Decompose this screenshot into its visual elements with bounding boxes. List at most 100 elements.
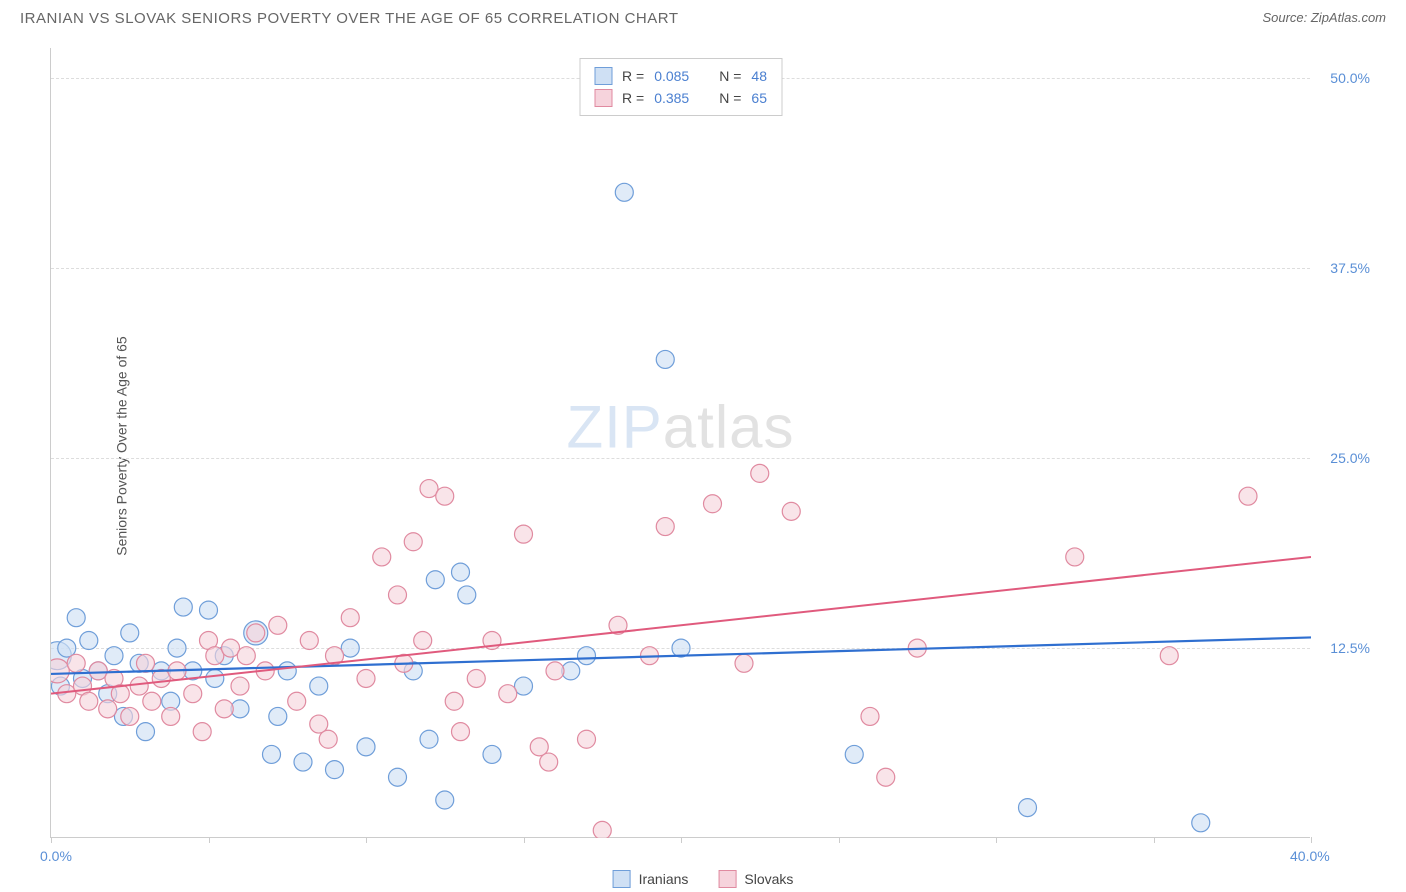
scatter-points-layer [51, 48, 1311, 838]
x-tick [366, 837, 367, 843]
watermark-zip: ZIP [566, 393, 662, 460]
slovaks-point [1160, 647, 1178, 665]
iranians-point [389, 768, 407, 786]
slovaks-point [67, 654, 85, 672]
slovaks-point [215, 700, 233, 718]
slovaks-point [130, 677, 148, 695]
iranians-point [483, 745, 501, 763]
gridline [51, 648, 1310, 649]
chart-header: IRANIAN VS SLOVAK SENIORS POVERTY OVER T… [0, 0, 1406, 33]
iranians-point [278, 662, 296, 680]
swatch-iranians-bottom [613, 870, 631, 888]
iranians-point [231, 700, 249, 718]
legend-item-slovaks: Slovaks [718, 870, 793, 888]
slovaks-point [735, 654, 753, 672]
x-tick [996, 837, 997, 843]
r-label: R = [622, 68, 644, 84]
watermark-atlas: atlas [663, 393, 795, 460]
x-axis-max-label: 40.0% [1290, 848, 1330, 864]
plot-area: ZIPatlas 12.5%25.0%37.5%50.0% R = 0.085 … [50, 48, 1310, 838]
r-value-iranians: 0.085 [654, 68, 689, 84]
slovaks-point [193, 723, 211, 741]
slovaks-point [152, 669, 170, 687]
iranians-point [137, 723, 155, 741]
slovaks-point [162, 707, 180, 725]
slovaks-point [467, 669, 485, 687]
iranians-point [426, 571, 444, 589]
iranians-point [436, 791, 454, 809]
iranians-point [845, 745, 863, 763]
slovaks-point [389, 586, 407, 604]
x-tick [1154, 837, 1155, 843]
iranians-point [67, 609, 85, 627]
iranians-point [184, 662, 202, 680]
iranians-point [51, 642, 71, 670]
iranians-point [114, 707, 132, 725]
iranians-point [615, 183, 633, 201]
slovaks-point [1066, 548, 1084, 566]
chart-source: Source: ZipAtlas.com [1262, 10, 1386, 25]
x-tick [681, 837, 682, 843]
legend-label-slovaks: Slovaks [744, 871, 793, 887]
iranians-point [206, 669, 224, 687]
slovaks-point [395, 654, 413, 672]
slovaks-point [373, 548, 391, 566]
x-tick [524, 837, 525, 843]
iranians-point [121, 624, 139, 642]
slovaks-point [414, 632, 432, 650]
legend-label-iranians: Iranians [639, 871, 689, 887]
r-value-slovaks: 0.385 [654, 90, 689, 106]
slovaks-point [540, 753, 558, 771]
legend-row-slovaks: R = 0.385 N = 65 [594, 87, 767, 109]
slovaks-point [121, 707, 139, 725]
gridline [51, 458, 1310, 459]
slovaks-point [578, 730, 596, 748]
slovaks-point [515, 525, 533, 543]
slovaks-point [269, 616, 287, 634]
slovaks-point [105, 669, 123, 687]
swatch-iranians [594, 67, 612, 85]
slovaks-point [206, 647, 224, 665]
series-legend: Iranians Slovaks [613, 870, 794, 888]
slovaks-point [99, 700, 117, 718]
iranians-point [326, 761, 344, 779]
slovaks-point [300, 632, 318, 650]
slovaks-point [168, 662, 186, 680]
gridline [51, 268, 1310, 269]
slovaks-point [546, 662, 564, 680]
iranians-point [74, 669, 92, 687]
slovaks-point [641, 647, 659, 665]
legend-item-iranians: Iranians [613, 870, 689, 888]
slovaks-point [530, 738, 548, 756]
iranians-point [515, 677, 533, 695]
x-axis-min-label: 0.0% [40, 848, 72, 864]
watermark: ZIPatlas [566, 392, 794, 461]
slovaks-point [452, 723, 470, 741]
slovaks-point [51, 659, 69, 683]
slovaks-point [74, 677, 92, 695]
slovaks-point [609, 616, 627, 634]
iranians-point [578, 647, 596, 665]
slovaks-point [751, 464, 769, 482]
iranians-point [310, 677, 328, 695]
slovaks-point [89, 662, 107, 680]
iranians-point [562, 662, 580, 680]
iranians-point [200, 601, 218, 619]
iranians-point [80, 632, 98, 650]
slovaks-point [143, 692, 161, 710]
iranians-point [294, 753, 312, 771]
iranians-point [244, 621, 268, 645]
x-tick [51, 837, 52, 843]
iranians-point [263, 745, 281, 763]
slovaks-point [341, 609, 359, 627]
slovaks-point [231, 677, 249, 695]
slovaks-point [704, 495, 722, 513]
slovaks-point [80, 692, 98, 710]
iranians-point [357, 738, 375, 756]
legend-row-iranians: R = 0.085 N = 48 [594, 65, 767, 87]
slovaks-point [137, 654, 155, 672]
slovaks-point [326, 647, 344, 665]
iranians-point [162, 692, 180, 710]
y-tick-label: 50.0% [1330, 70, 1370, 86]
n-value-iranians: 48 [751, 68, 767, 84]
